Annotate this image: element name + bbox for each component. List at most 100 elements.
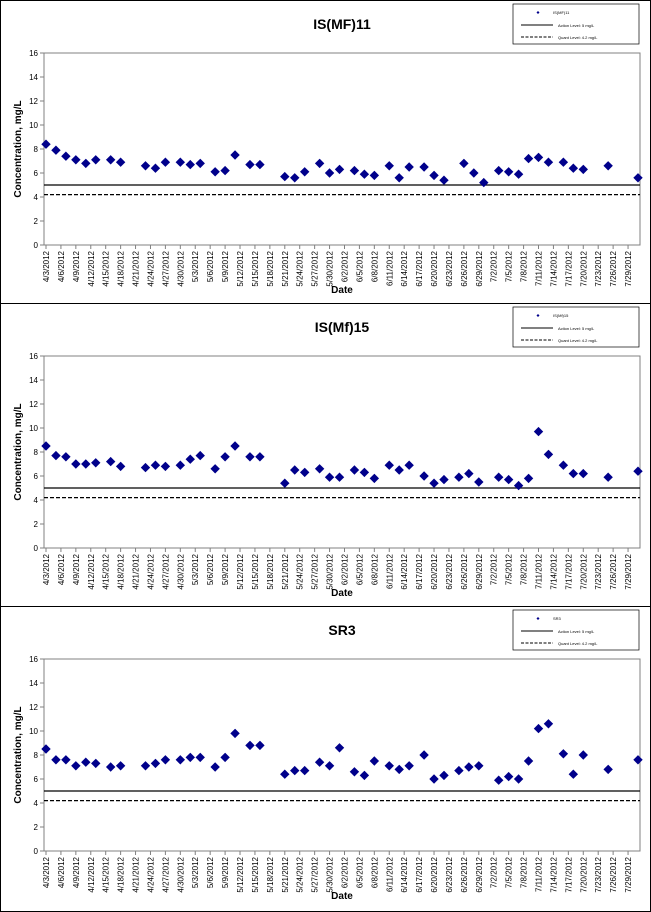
- x-tick-label: 4/27/2012: [161, 553, 170, 589]
- data-point: [115, 761, 126, 771]
- data-point: [140, 161, 151, 171]
- data-point: [349, 767, 360, 777]
- y-tick-label: 6: [34, 169, 39, 178]
- data-point: [503, 474, 514, 485]
- data-point: [334, 164, 345, 175]
- data-point: [429, 170, 439, 181]
- x-tick-label: 7/2/2012: [490, 856, 499, 888]
- x-tick-label: 7/8/2012: [520, 553, 529, 585]
- x-tick-label: 4/6/2012: [57, 250, 66, 282]
- legend-marker: [536, 11, 540, 14]
- data-point: [503, 167, 514, 177]
- data-point: [160, 755, 171, 765]
- x-tick-label: 4/27/2012: [161, 250, 170, 286]
- data-point: [91, 155, 101, 165]
- plot-area: [43, 52, 641, 246]
- data-point: [255, 159, 265, 170]
- data-point: [314, 464, 325, 474]
- data-point: [105, 155, 116, 165]
- data-point: [474, 761, 484, 771]
- x-tick-label: 6/8/2012: [370, 250, 379, 282]
- x-tick-label: 6/14/2012: [400, 250, 409, 286]
- x-tick-label: 6/5/2012: [355, 250, 364, 282]
- y-axis-label: Concentration, mg/L: [13, 706, 24, 803]
- legend-quant-label: Quant Level: 4.2 mg/L: [558, 338, 598, 343]
- legend-marker: [536, 314, 540, 317]
- x-tick-label: 6/17/2012: [415, 553, 424, 589]
- data-point: [280, 769, 290, 779]
- y-tick-label: 16: [29, 655, 38, 664]
- data-point: [513, 169, 524, 179]
- x-tick-label: 5/3/2012: [191, 856, 200, 888]
- data-point: [140, 462, 151, 473]
- data-point: [439, 175, 449, 185]
- chart-panel-1: IS(MF)11 0 2 4 6 8 10 12 14 16 4/3/2012 4/6/2012 4/9…: [1, 1, 650, 304]
- data-point: [175, 157, 186, 167]
- x-tick-label: 4/9/2012: [72, 856, 81, 888]
- data-point: [543, 157, 554, 167]
- data-point: [503, 771, 514, 782]
- x-axis-label: Date: [331, 285, 353, 296]
- x-tick-label: 4/30/2012: [176, 856, 185, 892]
- data-point: [51, 145, 61, 155]
- y-axis-label: Concentration, mg/L: [13, 100, 24, 197]
- x-tick-label: 4/15/2012: [102, 250, 111, 286]
- x-tick-label: 5/18/2012: [266, 553, 275, 589]
- x-tick-label: 6/5/2012: [355, 856, 364, 888]
- x-tick-label: 5/24/2012: [296, 250, 305, 286]
- x-tick-label: 4/24/2012: [146, 250, 155, 286]
- x-tick-label: 7/29/2012: [624, 553, 633, 589]
- legend-box: [512, 609, 640, 651]
- chart-is-mf-15: IS(Mf)15 0 2 4 6 8 10 12 14 16 4/3/2012 4/6/2012 4/9…: [13, 306, 643, 599]
- y-tick-label: 16: [29, 352, 38, 361]
- data-point: [394, 465, 404, 475]
- data-point: [290, 465, 300, 475]
- data-point: [150, 460, 161, 470]
- data-point: [533, 426, 544, 437]
- x-axis-label: Date: [331, 588, 353, 599]
- x-tick-label: 4/9/2012: [72, 250, 81, 282]
- x-tick-label: 6/11/2012: [385, 250, 394, 286]
- data-point: [334, 472, 345, 482]
- x-tick-label: 7/26/2012: [609, 553, 618, 589]
- data-point: [469, 168, 479, 178]
- data-point: [71, 761, 81, 771]
- x-tick-label: 7/23/2012: [594, 250, 603, 286]
- data-point: [454, 472, 464, 482]
- x-tick-label: 6/23/2012: [445, 250, 454, 286]
- data-point: [324, 761, 335, 771]
- data-point: [299, 167, 310, 177]
- data-point: [568, 468, 579, 479]
- data-point: [299, 467, 310, 478]
- x-tick-label: 6/29/2012: [475, 553, 484, 589]
- data-point: [479, 177, 489, 188]
- x-tick-label: 4/21/2012: [132, 856, 141, 892]
- x-tick-label: 6/20/2012: [430, 553, 439, 589]
- data-point: [51, 450, 61, 461]
- data-point: [185, 454, 195, 464]
- x-tick-label: 4/18/2012: [117, 553, 126, 589]
- data-point: [280, 171, 290, 182]
- x-tick-label: 6/20/2012: [430, 856, 439, 892]
- x-tick-label: 6/23/2012: [445, 856, 454, 892]
- data-point: [523, 756, 534, 766]
- data-point: [603, 472, 613, 482]
- y-tick-label: 0: [34, 241, 39, 250]
- x-tick-label: 4/3/2012: [42, 250, 51, 282]
- x-tick-label: 6/29/2012: [475, 856, 484, 892]
- data-point: [115, 157, 126, 167]
- data-point: [523, 153, 534, 164]
- x-tick-label: 5/27/2012: [311, 553, 320, 589]
- data-point: [51, 755, 61, 765]
- data-point: [245, 452, 255, 462]
- y-tick-label: 12: [29, 400, 38, 409]
- x-tick-label: 5/15/2012: [251, 553, 260, 589]
- x-tick-label: 7/14/2012: [549, 856, 558, 892]
- x-tick-label: 7/11/2012: [535, 856, 544, 892]
- x-tick-label: 4/15/2012: [102, 856, 111, 892]
- y-tick-label: 4: [34, 799, 39, 808]
- x-tick-label: 6/26/2012: [460, 250, 469, 286]
- data-point: [384, 161, 394, 171]
- y-tick-label: 4: [34, 193, 39, 202]
